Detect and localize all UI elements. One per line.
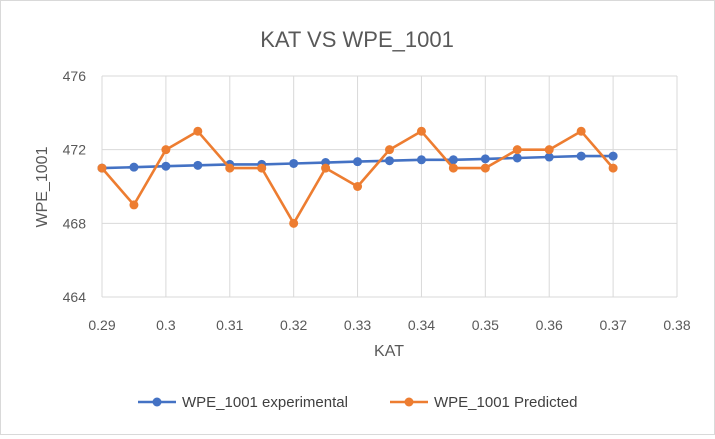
data-point: [544, 152, 554, 162]
legend-label: WPE_1001 Predicted: [434, 394, 577, 411]
data-point: [257, 163, 267, 173]
data-point: [576, 126, 586, 136]
data-point: [608, 151, 618, 161]
data-point: [193, 160, 203, 170]
x-tick-label: 0.33: [344, 317, 371, 333]
x-tick-label: 0.36: [536, 317, 563, 333]
x-tick-label: 0.34: [408, 317, 435, 333]
data-point: [129, 200, 139, 210]
x-tick-label: 0.35: [472, 317, 499, 333]
legend-item: WPE_1001 experimental: [138, 394, 348, 411]
gridlines: [101, 75, 678, 298]
data-point: [385, 156, 394, 166]
x-tick-label: 0.29: [88, 317, 115, 333]
data-point: [544, 145, 554, 155]
data-point: [193, 126, 203, 136]
series-2: [97, 126, 618, 228]
tick-labels: 0.29 0.3 0.31 0.32 0.33 0.34 0.35 0.36 0.37 0.38 4…: [63, 68, 691, 333]
x-tick-label: 0.32: [280, 317, 307, 333]
x-tick-label: 0.37: [599, 317, 626, 333]
data-point: [161, 145, 171, 155]
data-point: [608, 163, 618, 173]
data-point: [512, 145, 522, 155]
data-point: [416, 155, 426, 165]
plot-series: [97, 126, 618, 228]
data-point: [385, 145, 394, 155]
x-tick-label: 0.38: [663, 317, 690, 333]
x-axis-title: KAT: [374, 343, 404, 360]
data-point: [448, 155, 458, 165]
data-point: [576, 151, 586, 161]
y-axis-title: WPE_1001: [34, 146, 51, 227]
data-point: [353, 157, 363, 167]
data-point: [289, 158, 299, 168]
y-tick-label: 476: [63, 68, 87, 84]
data-point: [512, 153, 522, 163]
chart-title: KAT VS WPE_1001: [260, 27, 454, 52]
legend-item: WPE_1001 Predicted: [390, 394, 577, 411]
y-tick-label: 472: [63, 142, 87, 158]
data-point: [448, 163, 458, 173]
data-point: [129, 162, 139, 172]
legend: WPE_1001 experimental WPE_1001 Predicted: [138, 394, 577, 411]
data-point: [480, 154, 490, 164]
legend-label: WPE_1001 experimental: [182, 394, 348, 411]
y-tick-label: 468: [63, 215, 87, 231]
data-point: [161, 161, 171, 171]
data-point: [480, 163, 490, 173]
data-point: [353, 182, 363, 191]
y-tick-label: 464: [63, 289, 87, 305]
data-point: [416, 126, 426, 136]
x-tick-label: 0.3: [156, 317, 176, 333]
data-point: [225, 163, 235, 173]
data-point: [97, 163, 107, 173]
data-point: [321, 163, 331, 173]
data-point: [289, 218, 299, 228]
x-tick-label: 0.31: [216, 317, 243, 333]
legend-dot-marker: [404, 397, 414, 407]
legend-dot-marker: [152, 397, 162, 407]
